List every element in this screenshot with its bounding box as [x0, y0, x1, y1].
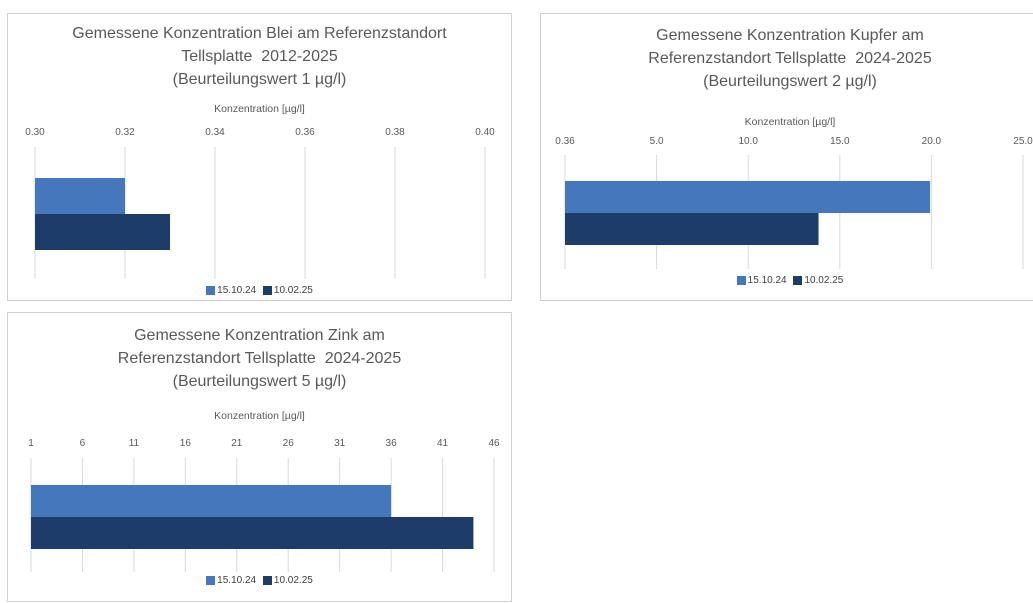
x-tick-label: 46 — [488, 438, 500, 449]
chart-title-line: (Beurteilungswert 5 µg/l) — [172, 373, 347, 390]
x-tick-label: 31 — [334, 438, 346, 449]
x-tick-label: 5.0 — [650, 136, 664, 147]
x-axis-title: Konzentration [µg/l] — [744, 116, 836, 128]
chart-title-line: Referenzstandort Tellsplatte 2024-2025 — [117, 350, 402, 367]
bar-10.02.25 — [35, 214, 170, 250]
x-tick-label: 11 — [129, 438, 140, 449]
chart-title-line: Gemessene Konzentration Kupfer am — [656, 27, 924, 44]
x-tick-label: 20.0 — [922, 136, 942, 147]
legend-label: 15.10.24 — [747, 275, 787, 286]
chart-title: Gemessene Konzentration Blei am Referenz… — [8, 22, 511, 91]
x-tick-label: 10.0 — [738, 136, 758, 147]
chart-title-line: Referenzstandort Tellsplatte 2024-2025 — [648, 50, 932, 67]
x-tick-label: 0.34 — [205, 127, 225, 138]
legend-item: 10.02.25 — [262, 285, 313, 296]
bar-10.02.25 — [31, 517, 474, 549]
x-tick-label: 36 — [386, 438, 398, 449]
x-tick-label: 26 — [283, 438, 295, 449]
bar-15.10.24 — [31, 485, 392, 517]
legend-swatch — [736, 276, 746, 285]
legend-label: 10.02.25 — [273, 575, 313, 586]
chart-title-line: (Beurteilungswert 2 µg/l) — [703, 73, 877, 90]
chart-title: Gemessene Konzentration Zink am Referenz… — [8, 324, 511, 393]
x-tick-label: 0.30 — [25, 127, 45, 138]
x-tick-label: 0.36 — [555, 136, 575, 147]
x-tick-label: 1 — [28, 438, 34, 449]
legend-swatch — [262, 286, 272, 295]
x-tick-label: 16 — [180, 438, 192, 449]
x-tick-label: 21 — [231, 438, 243, 449]
chart-title-line: (Beurteilungswert 1 µg/l) — [172, 71, 347, 88]
legend-item: 15.10.24 — [206, 285, 256, 296]
plot-area: 0.36 5.0 10.0 15.0 20.0 25.0 — [555, 136, 1033, 269]
bar-15.10.24 — [35, 178, 125, 214]
legend-swatch — [206, 286, 216, 295]
legend: 15.10.24 10.02.25 — [541, 275, 1033, 288]
x-tick-label: 25.0 — [1013, 136, 1033, 147]
chart-title-line: Gemessene Konzentration Zink am — [134, 327, 385, 344]
legend-item: 10.02.25 — [262, 575, 313, 586]
legend-item: 15.10.24 — [206, 575, 256, 586]
x-tick-label: 41 — [437, 438, 449, 449]
x-tick-label: 0.36 — [295, 127, 315, 138]
plot-area: 1 6 11 16 21 26 31 36 41 46 — [28, 438, 500, 572]
legend-swatch — [793, 276, 803, 285]
chart-panel-lead: Gemessene Konzentration Blei am Referenz… — [7, 13, 512, 301]
x-axis-title: Konzentration [µg/l] — [214, 103, 305, 115]
plot-area: 0.30 0.32 0.34 0.36 0.38 0.40 — [25, 127, 495, 279]
legend-label: 15.10.24 — [217, 285, 257, 296]
x-tick-label: 15.0 — [830, 136, 850, 147]
legend-label: 10.02.25 — [273, 285, 313, 296]
x-tick-label: 0.32 — [115, 127, 135, 138]
x-tick-label: 0.40 — [475, 127, 495, 138]
chart-title-line: Gemessene Konzentration Blei am Referenz… — [72, 25, 447, 42]
chart-panel-copper: Gemessene Konzentration Kupfer am Refere… — [540, 13, 1033, 301]
legend: 15.10.24 10.02.25 — [8, 285, 511, 298]
legend-label: 10.02.25 — [804, 275, 844, 286]
x-tick-label: 0.38 — [385, 127, 405, 138]
x-axis-title: Konzentration [µg/l] — [214, 410, 305, 422]
legend: 15.10.24 10.02.25 — [8, 575, 511, 588]
legend-label: 15.10.24 — [217, 575, 257, 586]
chart-panel-zinc: Gemessene Konzentration Zink am Referenz… — [7, 312, 512, 602]
chart-title-line: Tellsplatte 2012-2025 — [181, 48, 338, 65]
legend-item: 10.02.25 — [793, 275, 843, 286]
x-tick-label: 6 — [80, 438, 86, 449]
legend-item: 15.10.24 — [736, 275, 787, 286]
legend-swatch — [262, 576, 272, 585]
bar-15.10.24 — [565, 181, 931, 213]
bar-10.02.25 — [565, 213, 819, 245]
legend-swatch — [206, 576, 216, 585]
chart-title: Gemessene Konzentration Kupfer am Refere… — [541, 24, 1033, 93]
